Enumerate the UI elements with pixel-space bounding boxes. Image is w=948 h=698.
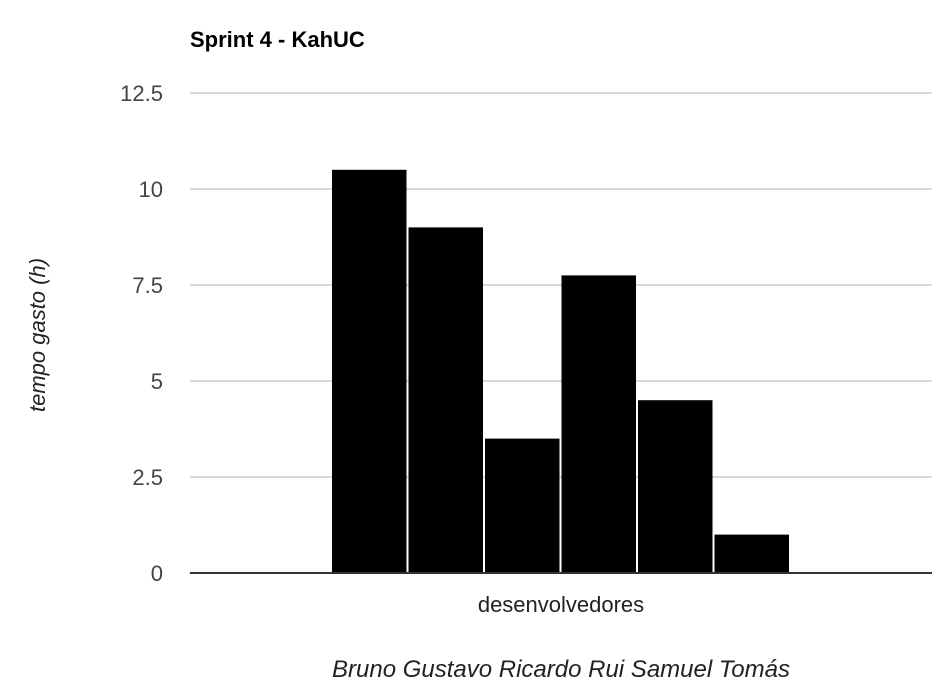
y-tick-label: 7.5 <box>132 273 163 298</box>
bar <box>638 400 713 573</box>
y-tick-label: 0 <box>151 561 163 586</box>
bar <box>714 534 789 573</box>
bar <box>332 169 407 574</box>
bar <box>561 275 636 573</box>
x-axis-label: Bruno Gustavo Ricardo Rui Samuel Tomás <box>332 656 790 683</box>
x-category-label: desenvolvedores <box>478 592 644 617</box>
gridlines <box>190 92 932 478</box>
chart-title: Sprint 4 - KahUC <box>190 27 365 52</box>
y-axis-label: tempo gasto (h) <box>25 258 50 412</box>
bar <box>408 227 483 573</box>
y-tick-label: 2.5 <box>132 465 163 490</box>
y-tick-label: 12.5 <box>120 81 163 106</box>
y-axis-ticks: 0 2.5 5 7.5 10 12.5 <box>120 81 163 586</box>
y-tick-label: 10 <box>139 177 163 202</box>
y-tick-label: 5 <box>151 369 163 394</box>
bars <box>332 169 789 574</box>
bar <box>485 438 560 573</box>
